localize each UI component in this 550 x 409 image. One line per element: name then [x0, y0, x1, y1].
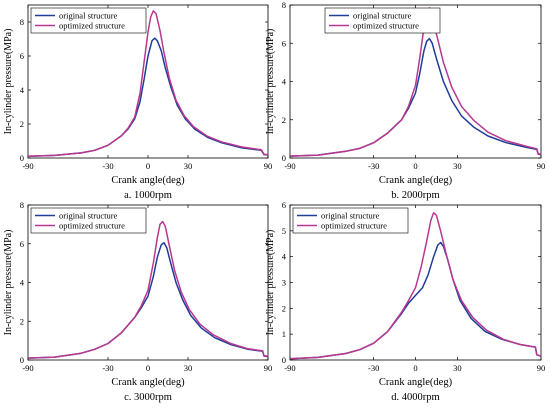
- y-tick-label: 8: [282, 0, 286, 10]
- x-axis-label: Crank angle(deg): [111, 377, 185, 388]
- x-tick-label: 30: [184, 161, 193, 171]
- series-line-original-structure: [289, 37, 542, 157]
- panel-caption: a. 1000rpm: [124, 190, 172, 201]
- x-tick-label: 90: [264, 161, 273, 171]
- series-line-original-structure: [289, 241, 542, 360]
- y-tick-label: 1: [282, 329, 286, 339]
- legend-entry: original structure: [59, 11, 118, 21]
- legend-entry: optimized structure: [321, 221, 387, 231]
- legend-box: [30, 207, 147, 234]
- x-tick-label: 90: [537, 161, 546, 171]
- x-tick-label: 0: [413, 363, 417, 373]
- x-axis-label: Crank angle(deg): [379, 377, 453, 388]
- legend-entry: original structure: [353, 11, 412, 21]
- series-line-optimized-structure: [27, 10, 269, 158]
- panel-caption: b. 2000rpm: [391, 190, 439, 201]
- y-tick-label: 6: [282, 200, 286, 210]
- y-tick-label: 2: [20, 316, 24, 326]
- y-tick-label: 2: [282, 303, 286, 313]
- y-axis-label: In-cylinder pressure(MPa): [3, 29, 14, 135]
- panel-caption: d. 4000rpm: [391, 392, 439, 403]
- chart-panel-2: -90 -30 0 30 90 0 2 4 6 8 Crank angle(deg) In-cylin…: [265, 0, 545, 201]
- legend-box: [324, 7, 441, 34]
- y-tick-label: 4: [20, 278, 25, 288]
- y-tick-label: 2: [20, 119, 24, 129]
- y-tick-label: 4: [282, 252, 287, 262]
- chart-panel-1: -90 -30 0 30 90 0 2 4 6 8 Crank angle(deg) In-cylin…: [3, 4, 273, 201]
- chart-panel-4: -90 -30 0 30 90 0 1 2 3 4 5 6 Crank angle(deg) In-cyl…: [265, 200, 545, 403]
- y-tick-label: 0: [282, 153, 286, 163]
- y-tick-label: 3: [282, 278, 286, 288]
- legend-entry: optimized structure: [353, 21, 419, 31]
- x-tick-label: 0: [146, 161, 150, 171]
- y-tick-label: 5: [282, 226, 286, 236]
- x-tick-label: 30: [184, 363, 193, 373]
- x-tick-label: -30: [102, 363, 113, 373]
- x-tick-label: 90: [264, 363, 273, 373]
- series-line-optimized-structure: [289, 212, 542, 360]
- series-line-optimized-structure: [27, 220, 269, 359]
- x-axis-label: Crank angle(deg): [111, 175, 185, 186]
- x-tick-label: -90: [22, 363, 33, 373]
- x-tick-label: -90: [284, 161, 295, 171]
- legend-box: [292, 207, 409, 234]
- x-tick-label: 0: [413, 161, 417, 171]
- y-axis-label: In-cylinder pressure(MPa): [3, 230, 14, 336]
- y-tick-label: 6: [282, 38, 286, 48]
- y-tick-label: 0: [282, 355, 286, 365]
- y-tick-label: 0: [20, 153, 24, 163]
- x-tick-label: 0: [146, 363, 150, 373]
- legend-box: [30, 7, 147, 34]
- y-tick-label: 8: [20, 200, 24, 210]
- x-tick-label: 30: [453, 363, 462, 373]
- legend-entry: original structure: [321, 211, 380, 221]
- legend-entry: original structure: [59, 211, 118, 221]
- y-tick-label: 8: [20, 17, 24, 27]
- x-tick-label: 30: [453, 161, 462, 171]
- x-tick-label: -30: [102, 161, 113, 171]
- legend-entry: optimized structure: [59, 221, 125, 231]
- y-axis-label: In-cylinder pressure(MPa): [265, 230, 276, 336]
- x-axis-label: Crank angle(deg): [379, 175, 453, 186]
- x-tick-label: -30: [368, 161, 379, 171]
- x-tick-label: -90: [284, 363, 295, 373]
- y-tick-label: 4: [282, 77, 287, 87]
- y-tick-label: 2: [282, 115, 286, 125]
- y-axis-label: In-cylinder pressure(MPa): [265, 29, 276, 135]
- y-tick-label: 6: [20, 239, 24, 249]
- x-tick-label: -30: [368, 363, 379, 373]
- y-tick-label: 0: [20, 355, 24, 365]
- series-line-original-structure: [27, 242, 269, 359]
- chart-panel-3: -90 -30 0 30 90 0 2 4 6 8 Crank angle(deg) In-cylin…: [3, 200, 272, 403]
- x-tick-label: 90: [537, 363, 546, 373]
- legend-entry: optimized structure: [59, 21, 125, 31]
- y-tick-label: 6: [20, 51, 24, 61]
- panel-caption: c. 3000rpm: [124, 392, 172, 403]
- y-tick-label: 4: [20, 85, 25, 95]
- x-tick-label: -90: [22, 161, 33, 171]
- series-line-original-structure: [27, 37, 269, 158]
